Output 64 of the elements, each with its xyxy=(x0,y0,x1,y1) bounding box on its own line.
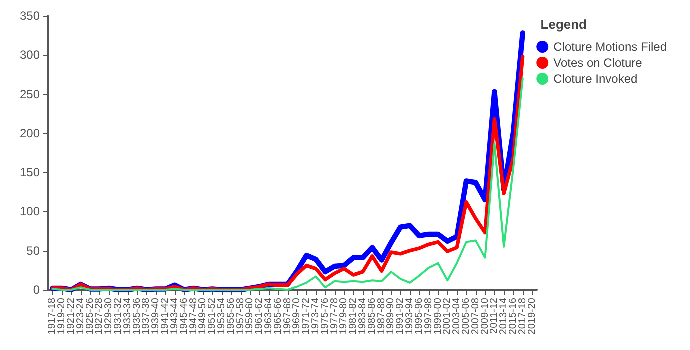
x-tick-label: 2005-06 xyxy=(460,298,472,335)
legend-label: Votes on Cloture xyxy=(554,56,643,70)
x-tick-label: 1953-54 xyxy=(216,298,228,335)
x-tick-label: 1941-42 xyxy=(160,298,172,335)
legend-label: Cloture Invoked xyxy=(554,72,638,86)
x-tick-label: 2009-10 xyxy=(480,298,491,335)
x-tick-label: 1921-22 xyxy=(66,298,78,335)
x-tick-label: 1927-28 xyxy=(94,298,106,335)
x-tick-label: 2003-04 xyxy=(452,298,463,335)
x-tick-label: 1931-32 xyxy=(113,298,124,335)
x-tick-label: 1985-86 xyxy=(366,298,378,335)
x-tick-label: 1963-64 xyxy=(263,298,274,335)
x-tick-label: 1945-46 xyxy=(178,298,190,335)
x-tick-label: 1919-20 xyxy=(56,298,68,335)
x-tick-label: 1957-58 xyxy=(235,298,246,335)
x-tick-label: 1955-56 xyxy=(226,298,237,335)
x-tick-label: 1933-34 xyxy=(122,298,134,335)
x-tick-label: 1995-96 xyxy=(414,298,425,335)
x-tick-label: 1997-98 xyxy=(423,298,434,335)
x-tick-label: 1923-24 xyxy=(75,298,86,335)
y-tick-label: 350 xyxy=(20,9,40,23)
x-tick-label: 1979-80 xyxy=(338,298,350,335)
legend-title: Legend xyxy=(540,17,588,32)
x-tick-label: 1943-44 xyxy=(169,298,180,335)
x-tick-label: 1965-66 xyxy=(272,298,284,335)
x-tick-label: 1939-40 xyxy=(150,298,162,335)
x-tick-label: 1975-76 xyxy=(320,298,331,335)
x-tick-label: 2011-12 xyxy=(489,298,500,334)
y-tick-label: 100 xyxy=(20,204,40,219)
x-tick-label: 2017-18 xyxy=(517,298,528,335)
x-tick-label: 1937-38 xyxy=(141,298,152,335)
x-tick-label: 1987-88 xyxy=(376,298,388,335)
x-tick-label: 1959-60 xyxy=(244,298,256,335)
x-tick-label: 1947-48 xyxy=(188,298,200,335)
x-tick-label: 1925-26 xyxy=(84,298,96,335)
y-tick-label: 250 xyxy=(20,87,40,102)
y-tick-label: 300 xyxy=(20,48,40,62)
x-tick-label: 1935-36 xyxy=(132,298,143,335)
legend-label: Cloture Motions Filed xyxy=(554,40,668,54)
x-tick-label: 1993-94 xyxy=(404,298,416,335)
x-tick-label: 1961-62 xyxy=(254,298,266,335)
x-tick-label: 2015-16 xyxy=(508,298,519,335)
y-tick-label: 50 xyxy=(26,244,40,258)
x-tick-label: 2007-08 xyxy=(470,298,482,335)
x-tick-label: 1989-90 xyxy=(386,298,397,335)
x-tick-label: 1981-82 xyxy=(348,298,360,335)
x-tick-label: 1949-50 xyxy=(198,298,209,335)
y-tick-label: 0 xyxy=(33,283,40,297)
x-tick-label: 2001-02 xyxy=(442,298,454,335)
x-tick-label: 1969-70 xyxy=(292,298,303,335)
x-tick-label: 1917-18 xyxy=(47,298,58,335)
x-tick-label: 1999-00 xyxy=(432,298,444,335)
y-tick-label: 150 xyxy=(20,166,40,180)
x-tick-label: 1971-72 xyxy=(301,298,312,335)
x-tick-label: 1951-52 xyxy=(207,298,218,335)
x-tick-label: 1973-74 xyxy=(310,298,322,335)
x-tick-label: 2013-14 xyxy=(498,298,510,335)
x-tick-label: 2019-20 xyxy=(526,298,538,335)
y-tick-label: 200 xyxy=(20,126,40,140)
x-tick-label: 1967-68 xyxy=(282,298,294,335)
x-tick-label: 1929-30 xyxy=(104,298,115,335)
x-tick-label: 1983-84 xyxy=(358,298,369,335)
x-tick-label: 1991-92 xyxy=(395,298,406,335)
x-tick-label: 1977-78 xyxy=(329,298,340,335)
